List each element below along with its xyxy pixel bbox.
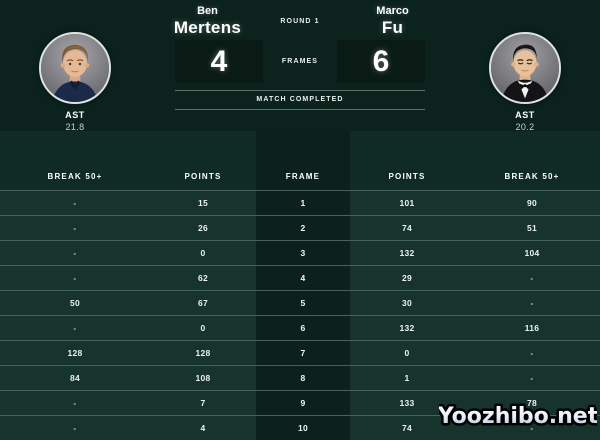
right-points-cell: 74 bbox=[401, 223, 413, 233]
table-row: - 62 4 29 - bbox=[0, 265, 600, 290]
right-break-cell: - bbox=[530, 298, 534, 308]
left-break-cell: - bbox=[73, 248, 77, 258]
frame-number-cell: 9 bbox=[256, 391, 350, 415]
right-points-cell: 133 bbox=[399, 398, 415, 408]
right-break-cell: 51 bbox=[526, 223, 538, 233]
table-row: - 0 3 132 104 bbox=[0, 240, 600, 265]
frames-label: FRAMES bbox=[281, 58, 319, 66]
left-break-cell: - bbox=[73, 273, 77, 283]
right-points-cell: 132 bbox=[399, 323, 415, 333]
ben-mertens-portrait-icon bbox=[41, 34, 109, 102]
marco-fu-portrait-icon bbox=[491, 34, 559, 102]
match-header: AST 21.8 Ben Mertens ROUND 1 Marco Fu 4 … bbox=[0, 0, 600, 132]
table-row: 50 67 5 30 - bbox=[0, 290, 600, 315]
left-player-panel: AST 21.8 bbox=[0, 0, 150, 132]
left-player-stat-value: 21.8 bbox=[65, 122, 85, 132]
right-points-cell: 0 bbox=[404, 348, 410, 358]
left-player-last-name: Mertens bbox=[173, 17, 242, 37]
left-break-cell: - bbox=[73, 223, 77, 233]
frame-number-cell: 1 bbox=[256, 191, 350, 215]
right-player-avatar bbox=[489, 32, 561, 104]
table-row: - 4 10 74 - bbox=[0, 415, 600, 440]
left-points-cell: 7 bbox=[200, 398, 206, 408]
right-break-cell: - bbox=[530, 423, 534, 433]
right-break-cell: - bbox=[530, 348, 534, 358]
right-points-cell: 29 bbox=[401, 273, 413, 283]
left-player-avatar bbox=[39, 32, 111, 104]
table-header-row: BREAK 50+ POINTS FRAME POINTS BREAK 50+ bbox=[0, 131, 600, 190]
right-player-panel: AST 20.2 bbox=[450, 0, 600, 132]
right-player-first-name: Marco bbox=[376, 5, 409, 17]
left-points-cell: 15 bbox=[197, 198, 209, 208]
right-points-cell: 101 bbox=[399, 198, 415, 208]
frame-number-cell: 10 bbox=[256, 416, 350, 440]
frames-score-row: 4 FRAMES 6 bbox=[150, 40, 450, 84]
match-status-bar: MATCH COMPLETED bbox=[175, 90, 425, 111]
right-points-cell: 132 bbox=[399, 248, 415, 258]
left-points-cell: 62 bbox=[197, 273, 209, 283]
right-break-cell: - bbox=[530, 273, 534, 283]
right-break-cell: 104 bbox=[524, 248, 540, 258]
left-player-name: Ben Mertens bbox=[150, 5, 265, 37]
match-status-label: MATCH COMPLETED bbox=[256, 96, 344, 104]
frame-number-cell: 2 bbox=[256, 216, 350, 240]
right-player-name: Marco Fu bbox=[335, 5, 450, 37]
right-break-cell: - bbox=[530, 373, 534, 383]
right-player-frames-score: 6 bbox=[337, 40, 425, 84]
player-names-row: Ben Mertens ROUND 1 Marco Fu bbox=[150, 5, 450, 37]
frame-number-cell: 3 bbox=[256, 241, 350, 265]
right-points-cell: 74 bbox=[401, 423, 413, 433]
left-points-cell: 4 bbox=[200, 423, 206, 433]
frame-number-cell: 8 bbox=[256, 366, 350, 390]
left-break-cell: 50 bbox=[69, 298, 81, 308]
left-points-cell: 128 bbox=[195, 348, 211, 358]
left-break-cell: - bbox=[73, 198, 77, 208]
frame-number-cell: 7 bbox=[256, 341, 350, 365]
score-center-panel: Ben Mertens ROUND 1 Marco Fu 4 FRAMES 6 … bbox=[150, 0, 450, 132]
column-header-break-right: BREAK 50+ bbox=[504, 172, 560, 181]
right-points-cell: 1 bbox=[404, 373, 410, 383]
table-row: - 7 9 133 78 bbox=[0, 390, 600, 415]
table-row: - 26 2 74 51 bbox=[0, 215, 600, 240]
left-points-cell: 67 bbox=[197, 298, 209, 308]
right-player-stat-value: 20.2 bbox=[515, 122, 535, 132]
frame-number-cell: 4 bbox=[256, 266, 350, 290]
left-break-cell: - bbox=[73, 398, 77, 408]
left-break-cell: 128 bbox=[67, 348, 83, 358]
left-points-cell: 26 bbox=[197, 223, 209, 233]
right-break-cell: 116 bbox=[524, 323, 540, 333]
column-header-frame: FRAME bbox=[285, 172, 321, 181]
frame-results-table: BREAK 50+ POINTS FRAME POINTS BREAK 50+ … bbox=[0, 131, 600, 440]
table-row: 128 128 7 0 - bbox=[0, 340, 600, 365]
column-header-points-right: POINTS bbox=[388, 172, 426, 181]
right-break-cell: 78 bbox=[526, 398, 538, 408]
left-player-stat-label: AST bbox=[65, 110, 85, 120]
left-points-cell: 0 bbox=[200, 323, 206, 333]
table-body: -15 1 101 90-26 2 74 51-0 3 132 104-62 4 29-50 67 5 30… bbox=[0, 190, 600, 440]
left-player-frames-score: 4 bbox=[175, 40, 263, 84]
table-row: - 15 1 101 90 bbox=[0, 190, 600, 215]
left-points-cell: 108 bbox=[195, 373, 211, 383]
left-points-cell: 0 bbox=[200, 248, 206, 258]
left-player-first-name: Ben bbox=[197, 5, 218, 17]
left-break-cell: 84 bbox=[69, 373, 81, 383]
table-row: 84 108 8 1 - bbox=[0, 365, 600, 390]
frame-number-cell: 6 bbox=[256, 316, 350, 340]
left-break-cell: - bbox=[73, 323, 77, 333]
right-player-last-name: Fu bbox=[381, 17, 404, 37]
table-row: - 0 6 132 116 bbox=[0, 315, 600, 340]
column-header-break-left: BREAK 50+ bbox=[47, 172, 103, 181]
left-break-cell: - bbox=[73, 423, 77, 433]
right-break-cell: 90 bbox=[526, 198, 538, 208]
round-label: ROUND 1 bbox=[280, 17, 320, 25]
frame-number-cell: 5 bbox=[256, 291, 350, 315]
right-points-cell: 30 bbox=[401, 298, 413, 308]
right-player-stat-label: AST bbox=[515, 110, 535, 120]
column-header-points-left: POINTS bbox=[184, 172, 222, 181]
